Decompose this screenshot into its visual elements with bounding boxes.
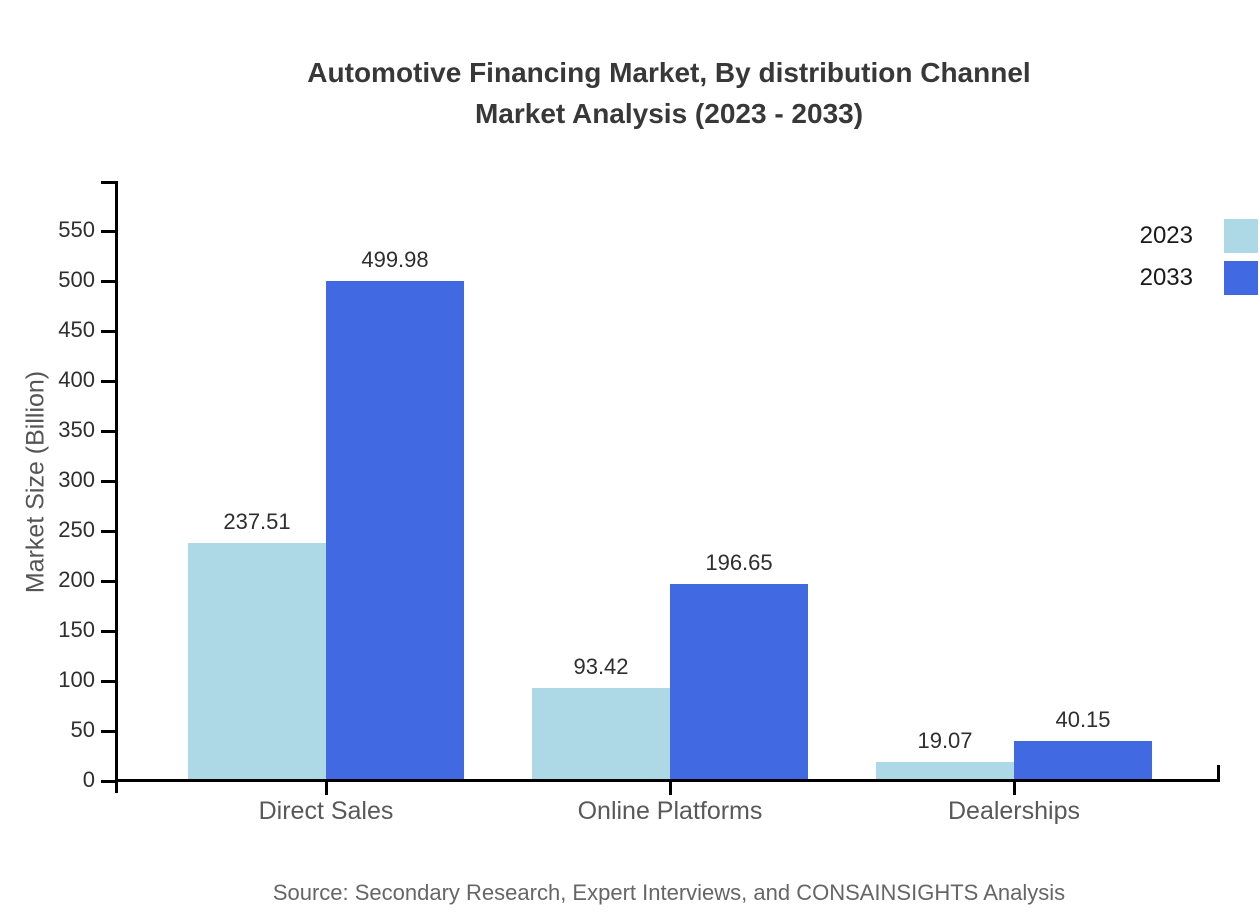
bar-2033-dealerships (1014, 741, 1152, 781)
bar-value-2023-direct-sales: 237.51 (223, 509, 291, 534)
y-tick-150 (101, 630, 115, 633)
x-tick-direct-sales (325, 781, 328, 795)
source-text: Source: Secondary Research, Expert Inter… (272, 880, 1066, 905)
bar-value-2023-dealerships: 19.07 (917, 728, 973, 753)
y-tick-label-500: 500 (58, 267, 95, 292)
y-tick-label-550: 550 (58, 217, 95, 242)
bar-value-2033-online-platforms: 196.65 (705, 550, 773, 575)
chart-title-line2: Market Analysis (2023 - 2033) (474, 98, 864, 129)
y-tick-350 (101, 430, 115, 433)
x-axis-line (115, 779, 1220, 782)
chart-title: Automotive Financing Market, By distribu… (118, 52, 1220, 134)
bar-2023-online-platforms (532, 688, 670, 781)
y-tick-label-350: 350 (58, 417, 95, 442)
y-axis-top-cap (101, 181, 118, 184)
y-tick-label-100: 100 (58, 667, 95, 692)
y-tick-250 (101, 530, 115, 533)
bar-value-2023-online-platforms: 93.42 (573, 654, 629, 679)
y-tick-label-150: 150 (58, 617, 95, 642)
y-tick-400 (101, 380, 115, 383)
y-tick-300 (101, 480, 115, 483)
legend-label-2033: 2033 (1139, 264, 1193, 291)
legend-label-2023: 2023 (1139, 222, 1193, 249)
x-axis-end-cap (1217, 765, 1220, 782)
x-tick-label-direct-sales: Direct Sales (258, 797, 394, 825)
y-tick-50 (101, 730, 115, 733)
y-tick-label-0: 0 (82, 767, 95, 792)
y-tick-550 (101, 230, 115, 233)
bar-2023-dealerships (876, 762, 1014, 781)
y-tick-label-450: 450 (58, 317, 95, 342)
y-tick-0 (101, 780, 115, 783)
legend-swatch-2033 (1224, 261, 1258, 295)
x-tick-label-online-platforms: Online Platforms (577, 797, 763, 825)
y-tick-label-200: 200 (58, 567, 95, 592)
legend-swatch-2023 (1224, 219, 1258, 253)
y-tick-450 (101, 330, 115, 333)
x-tick-label-dealerships: Dealerships (947, 797, 1080, 825)
bar-2033-direct-sales (326, 281, 464, 781)
y-axis-line (115, 181, 118, 793)
y-tick-label-50: 50 (70, 717, 95, 742)
x-tick-online-platforms (669, 781, 672, 795)
y-tick-500 (101, 280, 115, 283)
x-tick-dealerships (1013, 781, 1016, 795)
y-tick-100 (101, 680, 115, 683)
bar-value-2033-dealerships: 40.15 (1055, 707, 1111, 732)
y-tick-label-400: 400 (58, 367, 95, 392)
bar-2033-online-platforms (670, 584, 808, 781)
chart-title-line1: Automotive Financing Market, By distribu… (307, 57, 1031, 88)
bar-2023-direct-sales (188, 543, 326, 781)
y-tick-200 (101, 580, 115, 583)
y-tick-label-250: 250 (58, 517, 95, 542)
y-tick-label-300: 300 (58, 467, 95, 492)
bar-value-2033-direct-sales: 499.98 (361, 247, 429, 272)
